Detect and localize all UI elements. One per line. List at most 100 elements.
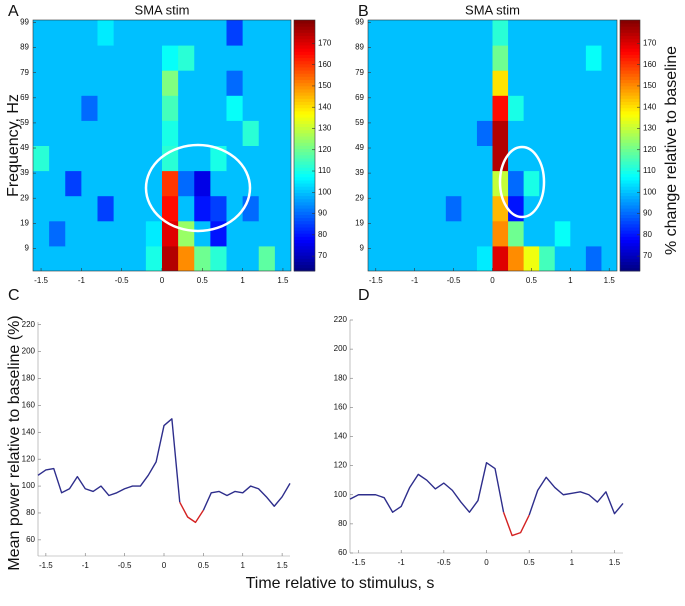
colorbar-step [620, 142, 640, 146]
y-tick-label: 80 [338, 519, 347, 528]
heatmap-cell [242, 120, 260, 146]
heatmap-cell [81, 145, 98, 172]
y-tick-label: 9 [25, 244, 30, 253]
heatmap-cell [368, 145, 385, 172]
heatmap-cell [570, 95, 587, 121]
heatmap-cell [539, 20, 556, 46]
heatmap-cell [178, 70, 195, 96]
colorbar-step [620, 217, 640, 222]
heatmap-cell [585, 245, 602, 271]
colorbar-step [620, 26, 640, 30]
heatmap-cell [430, 220, 447, 247]
heatmap-cell [383, 245, 400, 271]
y-tick-label: 60 [338, 548, 347, 557]
colorbar-step [294, 23, 315, 27]
heatmap-cell [399, 120, 416, 146]
colorbar-tick-label: 120 [643, 145, 657, 154]
colorbar-step [294, 195, 315, 200]
colorbar-step [294, 258, 315, 262]
y-tick-label: 59 [20, 118, 29, 127]
colorbar-tick-label: 150 [643, 81, 657, 90]
colorbar-step [294, 63, 315, 68]
colorbar-step [620, 223, 640, 228]
colorbar-step [294, 26, 315, 30]
y-tick-label: 79 [355, 68, 364, 77]
colorbar-step [294, 205, 315, 209]
y-tick-label: 160 [22, 400, 36, 409]
colorbar-step [294, 227, 315, 231]
heatmap-cell [539, 45, 556, 71]
heatmap-cell [162, 95, 179, 121]
colorbar-step [620, 267, 640, 272]
colorbar-step [620, 41, 640, 46]
colorbar-step [620, 60, 640, 65]
heatmap-cell [65, 245, 82, 271]
heatmap-cell [570, 220, 587, 247]
heatmap-cells [33, 20, 291, 271]
colorbar-step [620, 249, 640, 253]
heatmap-cell [178, 20, 195, 46]
heatmap-cell [554, 45, 571, 71]
heatmap-cell [570, 245, 587, 271]
colorbar-tick-label: 80 [318, 230, 327, 239]
colorbar-step [620, 45, 640, 49]
highlight-ellipse [144, 143, 252, 233]
heatmap-cell [430, 145, 447, 172]
colorbar-frame [293, 19, 316, 272]
heatmap-cell [461, 170, 478, 197]
colorbar-step [294, 192, 315, 197]
heatmap-cell [539, 120, 556, 146]
heatmap-cell [539, 145, 556, 172]
heatmap-cell [65, 220, 82, 247]
colorbar-step [620, 57, 640, 62]
heatmap-cell [430, 170, 447, 197]
y-tick-label: 120 [334, 461, 348, 470]
y-tick-label: 220 [334, 315, 348, 324]
colorbar-step [294, 201, 315, 206]
x-tick-label: -1 [82, 561, 90, 570]
heatmap-cell [65, 195, 82, 222]
heatmap-cell [33, 45, 50, 71]
colorbar-step [620, 120, 640, 124]
heatmap-cell [554, 195, 571, 222]
colorbar-step [294, 73, 315, 77]
colorbar-step [620, 95, 640, 99]
heatmap-cell [368, 195, 385, 222]
heatmap-cell [194, 45, 211, 71]
x-tick-label: -1.5 [39, 561, 53, 570]
x-tick-label: 1.5 [277, 276, 289, 285]
heatmap-cell [242, 145, 260, 172]
heatmap-cell [33, 170, 50, 197]
heatmap-cell [601, 145, 617, 172]
colorbar-tick-label: 100 [643, 187, 657, 196]
heatmap-cell [523, 70, 540, 96]
heatmap-cell [539, 220, 556, 247]
colorbar-step [294, 120, 315, 124]
colorbar-step [294, 255, 315, 259]
heatmap-cell [65, 170, 82, 197]
colorbar-step [294, 164, 315, 168]
heatmap-cell [601, 95, 617, 121]
heatmap-cell [145, 20, 163, 46]
heatmap-cell [129, 95, 147, 121]
colorbar-step [620, 117, 640, 121]
x-tick-label: -1.5 [34, 276, 48, 285]
x-tick-label: -0.5 [447, 276, 461, 285]
heatmap-cell [554, 95, 571, 121]
colorbar-step [620, 252, 640, 256]
heatmap-cell [523, 120, 540, 146]
heatmap-cell [368, 120, 385, 146]
heatmap-cell [383, 220, 400, 247]
colorbar-step [294, 220, 315, 225]
colorbar-step [294, 167, 315, 171]
heatmap-cell [414, 20, 431, 46]
heatmap-cell [274, 45, 291, 71]
x-tick-label: -0.5 [118, 561, 132, 570]
heatmap-cell [570, 20, 587, 46]
heatmap-cell [65, 45, 82, 71]
heatmap-cell [274, 20, 291, 46]
heatmap-cell [97, 20, 115, 46]
y-tick-label: 69 [20, 93, 29, 102]
heatmap-cell [601, 20, 617, 46]
heatmap-cell [476, 245, 493, 271]
